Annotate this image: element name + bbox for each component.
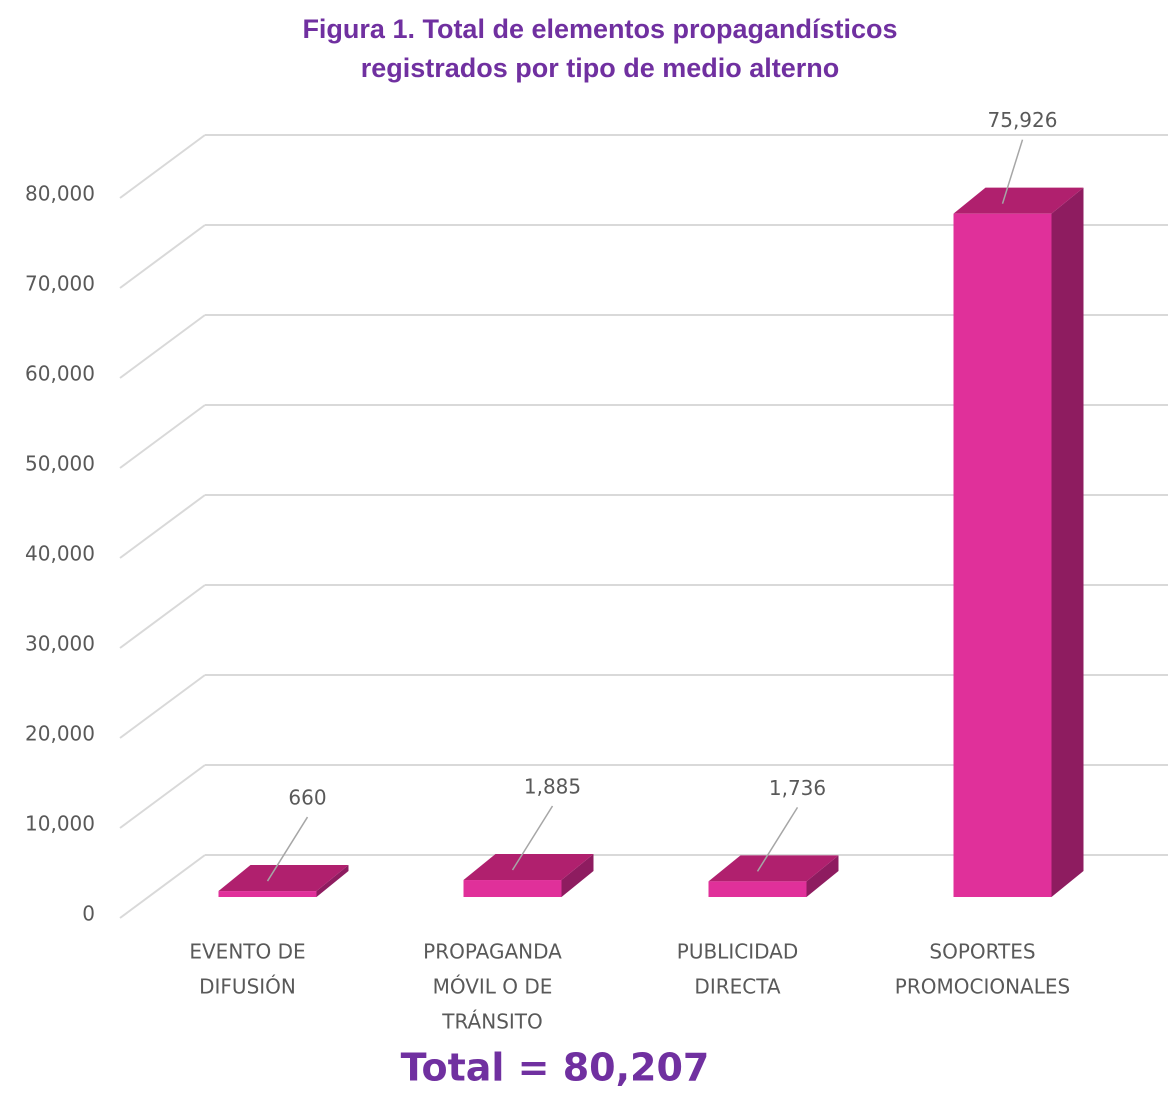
bar [708, 881, 807, 897]
x-tick-label: PROMOCIONALES [895, 975, 1070, 999]
chart-title: Figura 1. Total de elementos propagandís… [302, 14, 897, 44]
grid-line [119, 674, 206, 739]
bar-top [463, 854, 594, 881]
data-label: 1,736 [769, 776, 826, 800]
grid-line [119, 584, 206, 649]
bar-side [806, 855, 839, 897]
x-tick-label: DIFUSIÓN [199, 975, 296, 999]
bar-side [316, 865, 349, 897]
total-annotation: Total = 80,207 [401, 1046, 710, 1090]
bar-top [218, 865, 349, 892]
x-tick-label: EVENTO DE [189, 940, 305, 964]
leader-line [756, 806, 799, 872]
y-tick-label: 60,000 [25, 362, 95, 386]
bar-side [1051, 187, 1084, 897]
grid-line [119, 854, 206, 919]
bar [463, 880, 562, 897]
bar [218, 891, 317, 897]
chart-title: registrados por tipo de medio alterno [361, 53, 840, 83]
y-tick-label: 0 [82, 902, 95, 926]
data-label: 75,926 [988, 108, 1058, 132]
x-tick-label: TRÁNSITO [441, 1010, 543, 1034]
y-tick-label: 10,000 [25, 812, 95, 836]
x-tick-label: PUBLICIDAD [677, 940, 798, 964]
grid-line [119, 494, 206, 559]
bar-side [561, 854, 594, 897]
y-tick-label: 40,000 [25, 542, 95, 566]
data-label: 660 [288, 786, 326, 810]
x-tick-label: PROPAGANDA [423, 940, 562, 964]
leader-line [511, 805, 554, 871]
grid-line [119, 224, 206, 289]
data-label: 1,885 [524, 775, 581, 799]
bar-top [708, 855, 839, 882]
grid-line [119, 764, 206, 829]
x-tick-label: DIRECTA [694, 975, 780, 999]
bar [953, 213, 1052, 897]
leader-line [1001, 139, 1024, 204]
grid-line [119, 404, 206, 469]
leader-line [266, 816, 309, 882]
grid-line [119, 134, 206, 199]
bar-top [953, 187, 1084, 214]
x-tick-label: MÓVIL O DE [433, 975, 553, 999]
y-tick-label: 80,000 [25, 182, 95, 206]
grid-line [119, 314, 206, 379]
x-tick-label: SOPORTES [929, 940, 1035, 964]
y-tick-label: 70,000 [25, 272, 95, 296]
y-tick-label: 30,000 [25, 632, 95, 656]
y-tick-label: 20,000 [25, 722, 95, 746]
y-tick-label: 50,000 [25, 452, 95, 476]
